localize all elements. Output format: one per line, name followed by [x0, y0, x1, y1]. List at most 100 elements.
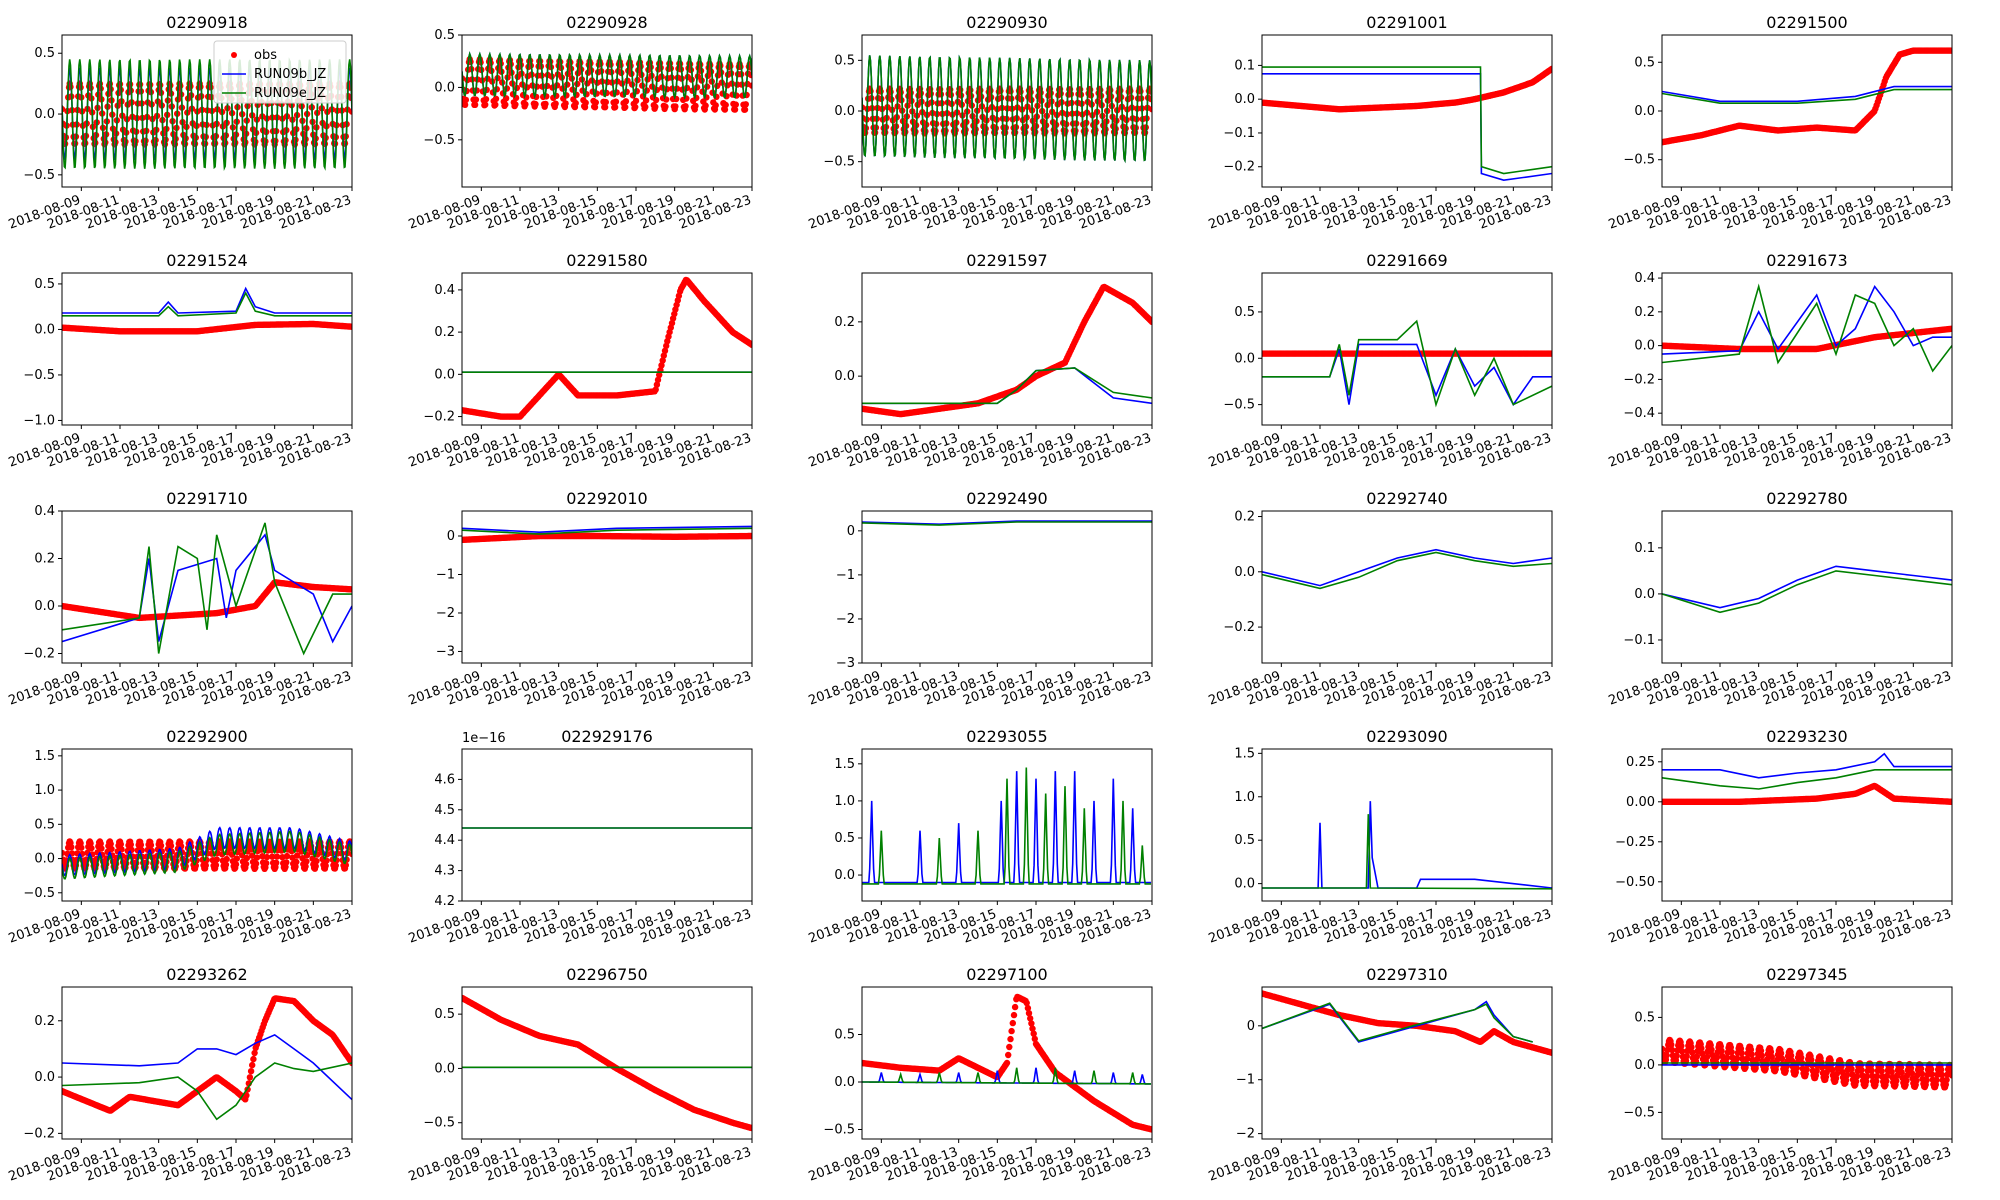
subplot-02290918: 02290918−0.50.00.52018-08-092018-08-1120… [7, 13, 354, 233]
axes-frame [861, 272, 1153, 426]
obs-point [741, 106, 749, 113]
obs-point [88, 844, 95, 852]
obs-point [482, 101, 489, 108]
obs-point [1067, 91, 1075, 98]
obs-point [653, 381, 661, 388]
obs-point [591, 104, 599, 111]
axes-frame [61, 510, 353, 664]
obs-point [659, 357, 666, 364]
series-RUN09b_JZ [1262, 801, 1552, 889]
y-tick-label: 0.0 [1234, 565, 1255, 580]
series-obs [62, 579, 352, 622]
y-tick-label: −0.5 [23, 168, 55, 183]
series-RUN09e_JZ [1262, 551, 1552, 590]
obs-point [656, 371, 663, 379]
obs-point [250, 1055, 257, 1063]
y-tick-label: 1.0 [834, 794, 855, 809]
y-tick-label: 0.0 [834, 104, 855, 119]
y-tick-label: 0.0 [1634, 587, 1655, 602]
subplot-02292740: 02292740−0.20.00.22018-08-092018-08-1120… [1207, 489, 1554, 709]
obs-point [562, 100, 569, 107]
y-tick-label: 4.3 [434, 864, 455, 879]
series-obs [462, 276, 752, 420]
y-tick-label: −0.2 [1223, 160, 1255, 175]
obs-point [1948, 798, 1952, 805]
y-tick-label: 0.0 [1234, 92, 1255, 107]
axes-frame [1261, 510, 1553, 664]
y-tick-label: −0.2 [1223, 620, 1255, 635]
series-RUN09e_JZ [62, 1062, 352, 1121]
series-obs [862, 283, 1152, 418]
y-tick-label: −0.1 [1223, 126, 1255, 141]
y-tick-label: 0.0 [34, 599, 55, 614]
obs-point [212, 861, 220, 869]
subplot-title: 02292490 [966, 489, 1047, 508]
obs-point [273, 859, 280, 866]
y-tick-label: −0.50 [1615, 875, 1655, 890]
obs-point [249, 1061, 256, 1069]
series-RUN09b_JZ [862, 771, 1151, 884]
y-tick-label: 0.2 [34, 1014, 55, 1029]
series-obs [1662, 782, 1952, 805]
obs-point [167, 842, 175, 850]
obs-point [532, 100, 539, 108]
subplot-title: 02293230 [1766, 727, 1847, 746]
y-tick-label: 0.5 [1234, 833, 1255, 848]
y-tick-label: 1.5 [34, 749, 55, 764]
obs-point [322, 862, 329, 869]
axes-frame [1661, 510, 1953, 664]
axes-frame [461, 272, 753, 426]
obs-point [927, 90, 934, 98]
y-tick-label: 1.0 [1234, 790, 1255, 805]
series-RUN09e_JZ [1662, 570, 1952, 614]
y-tick-label: 0.0 [834, 369, 855, 384]
obs-point [213, 856, 220, 863]
subplot-02292900: 02292900−0.50.00.51.01.52018-08-092018-0… [7, 727, 354, 947]
y-tick-label: 0.5 [834, 831, 855, 846]
obs-point [269, 853, 276, 860]
y-tick-label: 0.5 [834, 53, 855, 68]
series-obs [462, 994, 752, 1132]
y-tick-label: 0.4 [1634, 271, 1655, 286]
series-RUN09e_JZ [62, 291, 352, 317]
legend-label: obs [254, 48, 277, 63]
obs-point [632, 103, 639, 111]
obs-point [622, 98, 630, 105]
obs-point [1948, 47, 1952, 54]
obs-point [313, 857, 320, 865]
obs-point [947, 91, 955, 99]
legend-label: RUN09e_JZ [254, 86, 326, 101]
obs-point [652, 103, 659, 111]
obs-point [722, 101, 729, 109]
obs-point [661, 347, 669, 354]
y-tick-label: 0.1 [1634, 541, 1655, 556]
subplot-02293055: 022930550.00.51.01.52018-08-092018-08-11… [807, 727, 1154, 947]
series-obs [1662, 325, 1952, 353]
y-tick-label: 4.5 [434, 803, 455, 818]
series-RUN09e_JZ [862, 367, 1152, 405]
obs-point [98, 845, 105, 852]
y-tick-label: 0.25 [1626, 755, 1655, 770]
y-tick-label: 0.4 [434, 283, 455, 298]
obs-point [492, 101, 499, 108]
subplot-02292010: 02292010−3−2−102018-08-092018-08-112018-… [407, 489, 754, 709]
obs-point [1948, 325, 1952, 332]
obs-point [127, 841, 134, 848]
obs-point [293, 858, 300, 866]
series-obs [462, 532, 752, 544]
obs-point [252, 860, 260, 867]
axes-frame [61, 272, 353, 426]
y-tick-label: −3 [836, 656, 855, 671]
y-tick-label: −1 [436, 567, 455, 582]
axes-frame [61, 986, 353, 1140]
series-RUN09b_JZ [1662, 565, 1952, 609]
subplot-title: 02291673 [1766, 251, 1847, 270]
subplot-title: 02291710 [166, 489, 247, 508]
subplot-02290928: 02290928−0.50.00.52018-08-092018-08-1120… [407, 13, 754, 233]
subplot-02293262: 02293262−0.20.00.22018-08-092018-08-1120… [7, 965, 354, 1185]
obs-point [332, 862, 339, 869]
obs-point [303, 858, 310, 865]
obs-point [622, 103, 629, 111]
y-tick-label: −0.1 [1623, 633, 1655, 648]
